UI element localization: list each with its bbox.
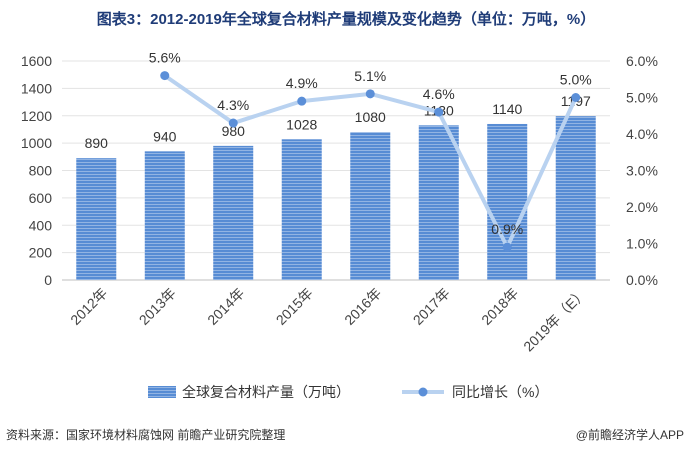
bar-value-label: 1140 xyxy=(492,101,522,117)
bar-value-label: 940 xyxy=(153,128,177,144)
growth-value-label: 0.9% xyxy=(491,221,523,237)
growth-point xyxy=(365,89,375,99)
y-left-tick-label: 800 xyxy=(29,163,53,179)
y-right-tick-label: 2.0% xyxy=(626,199,658,215)
growth-point xyxy=(571,93,581,102)
bar xyxy=(418,125,459,280)
bar xyxy=(487,123,528,281)
bar xyxy=(76,158,117,280)
legend-bar-label: 全球复合材料产量（万吨） xyxy=(182,384,350,400)
x-tick-label: 2014年 xyxy=(204,285,247,328)
bar-value-label: 1080 xyxy=(355,109,386,125)
growth-value-label: 4.6% xyxy=(423,86,455,102)
growth-value-label: 5.0% xyxy=(560,72,592,88)
y-right-tick-label: 4.0% xyxy=(626,126,658,142)
bar-value-label: 980 xyxy=(222,123,246,139)
bar xyxy=(144,151,185,280)
growth-value-label: 5.6% xyxy=(149,50,181,66)
growth-point xyxy=(434,107,444,117)
y-right-tick-label: 1.0% xyxy=(626,236,658,252)
y-left-tick-label: 1000 xyxy=(21,135,52,151)
growth-point xyxy=(228,118,238,128)
x-tick-label: 2013年 xyxy=(136,285,179,328)
legend-line-marker xyxy=(418,387,428,397)
y-left-tick-label: 1600 xyxy=(21,53,52,69)
x-tick-label: 2016年 xyxy=(341,285,384,328)
bar xyxy=(213,145,254,280)
bar xyxy=(555,116,596,281)
y-left-tick-label: 0 xyxy=(44,272,52,288)
y-right-tick-label: 0.0% xyxy=(626,272,658,288)
chart-title: 图表3：2012-2019年全球复合材料产量规模及变化趋势（单位：万吨，%） xyxy=(96,11,596,28)
y-right-tick-label: 6.0% xyxy=(626,53,658,69)
brand-credit: @前瞻经济学人APP xyxy=(575,428,684,442)
x-tick-label: 2012年 xyxy=(67,285,110,328)
y-left-tick-label: 600 xyxy=(29,190,53,206)
x-tick-label: 2019年（E） xyxy=(520,285,590,355)
y-right-tick-label: 5.0% xyxy=(626,90,658,106)
y-right-tick-label: 3.0% xyxy=(626,163,658,179)
y-left-tick-label: 200 xyxy=(29,245,53,261)
growth-point xyxy=(297,96,307,106)
growth-point xyxy=(160,71,170,81)
y-left-tick-label: 1400 xyxy=(21,80,52,96)
x-tick-label: 2017年 xyxy=(410,285,453,328)
x-tick-label: 2018年 xyxy=(478,285,521,328)
growth-value-label: 4.3% xyxy=(217,97,249,113)
legend-line-label: 同比增长（%） xyxy=(452,384,548,400)
source-note: 资料来源：国家环境材料腐蚀网 前瞻产业研究院整理 xyxy=(6,428,286,442)
bar xyxy=(350,132,391,280)
growth-value-label: 4.9% xyxy=(286,75,318,91)
legend-bar-swatch xyxy=(148,386,176,398)
x-tick-label: 2015年 xyxy=(273,285,316,328)
growth-point xyxy=(502,242,512,252)
bar xyxy=(281,139,322,280)
bar-value-label: 890 xyxy=(85,135,109,151)
growth-value-label: 5.1% xyxy=(354,68,386,84)
y-left-tick-label: 1200 xyxy=(21,108,52,124)
bar-value-label: 1028 xyxy=(286,116,317,132)
y-left-tick-label: 400 xyxy=(29,217,53,233)
